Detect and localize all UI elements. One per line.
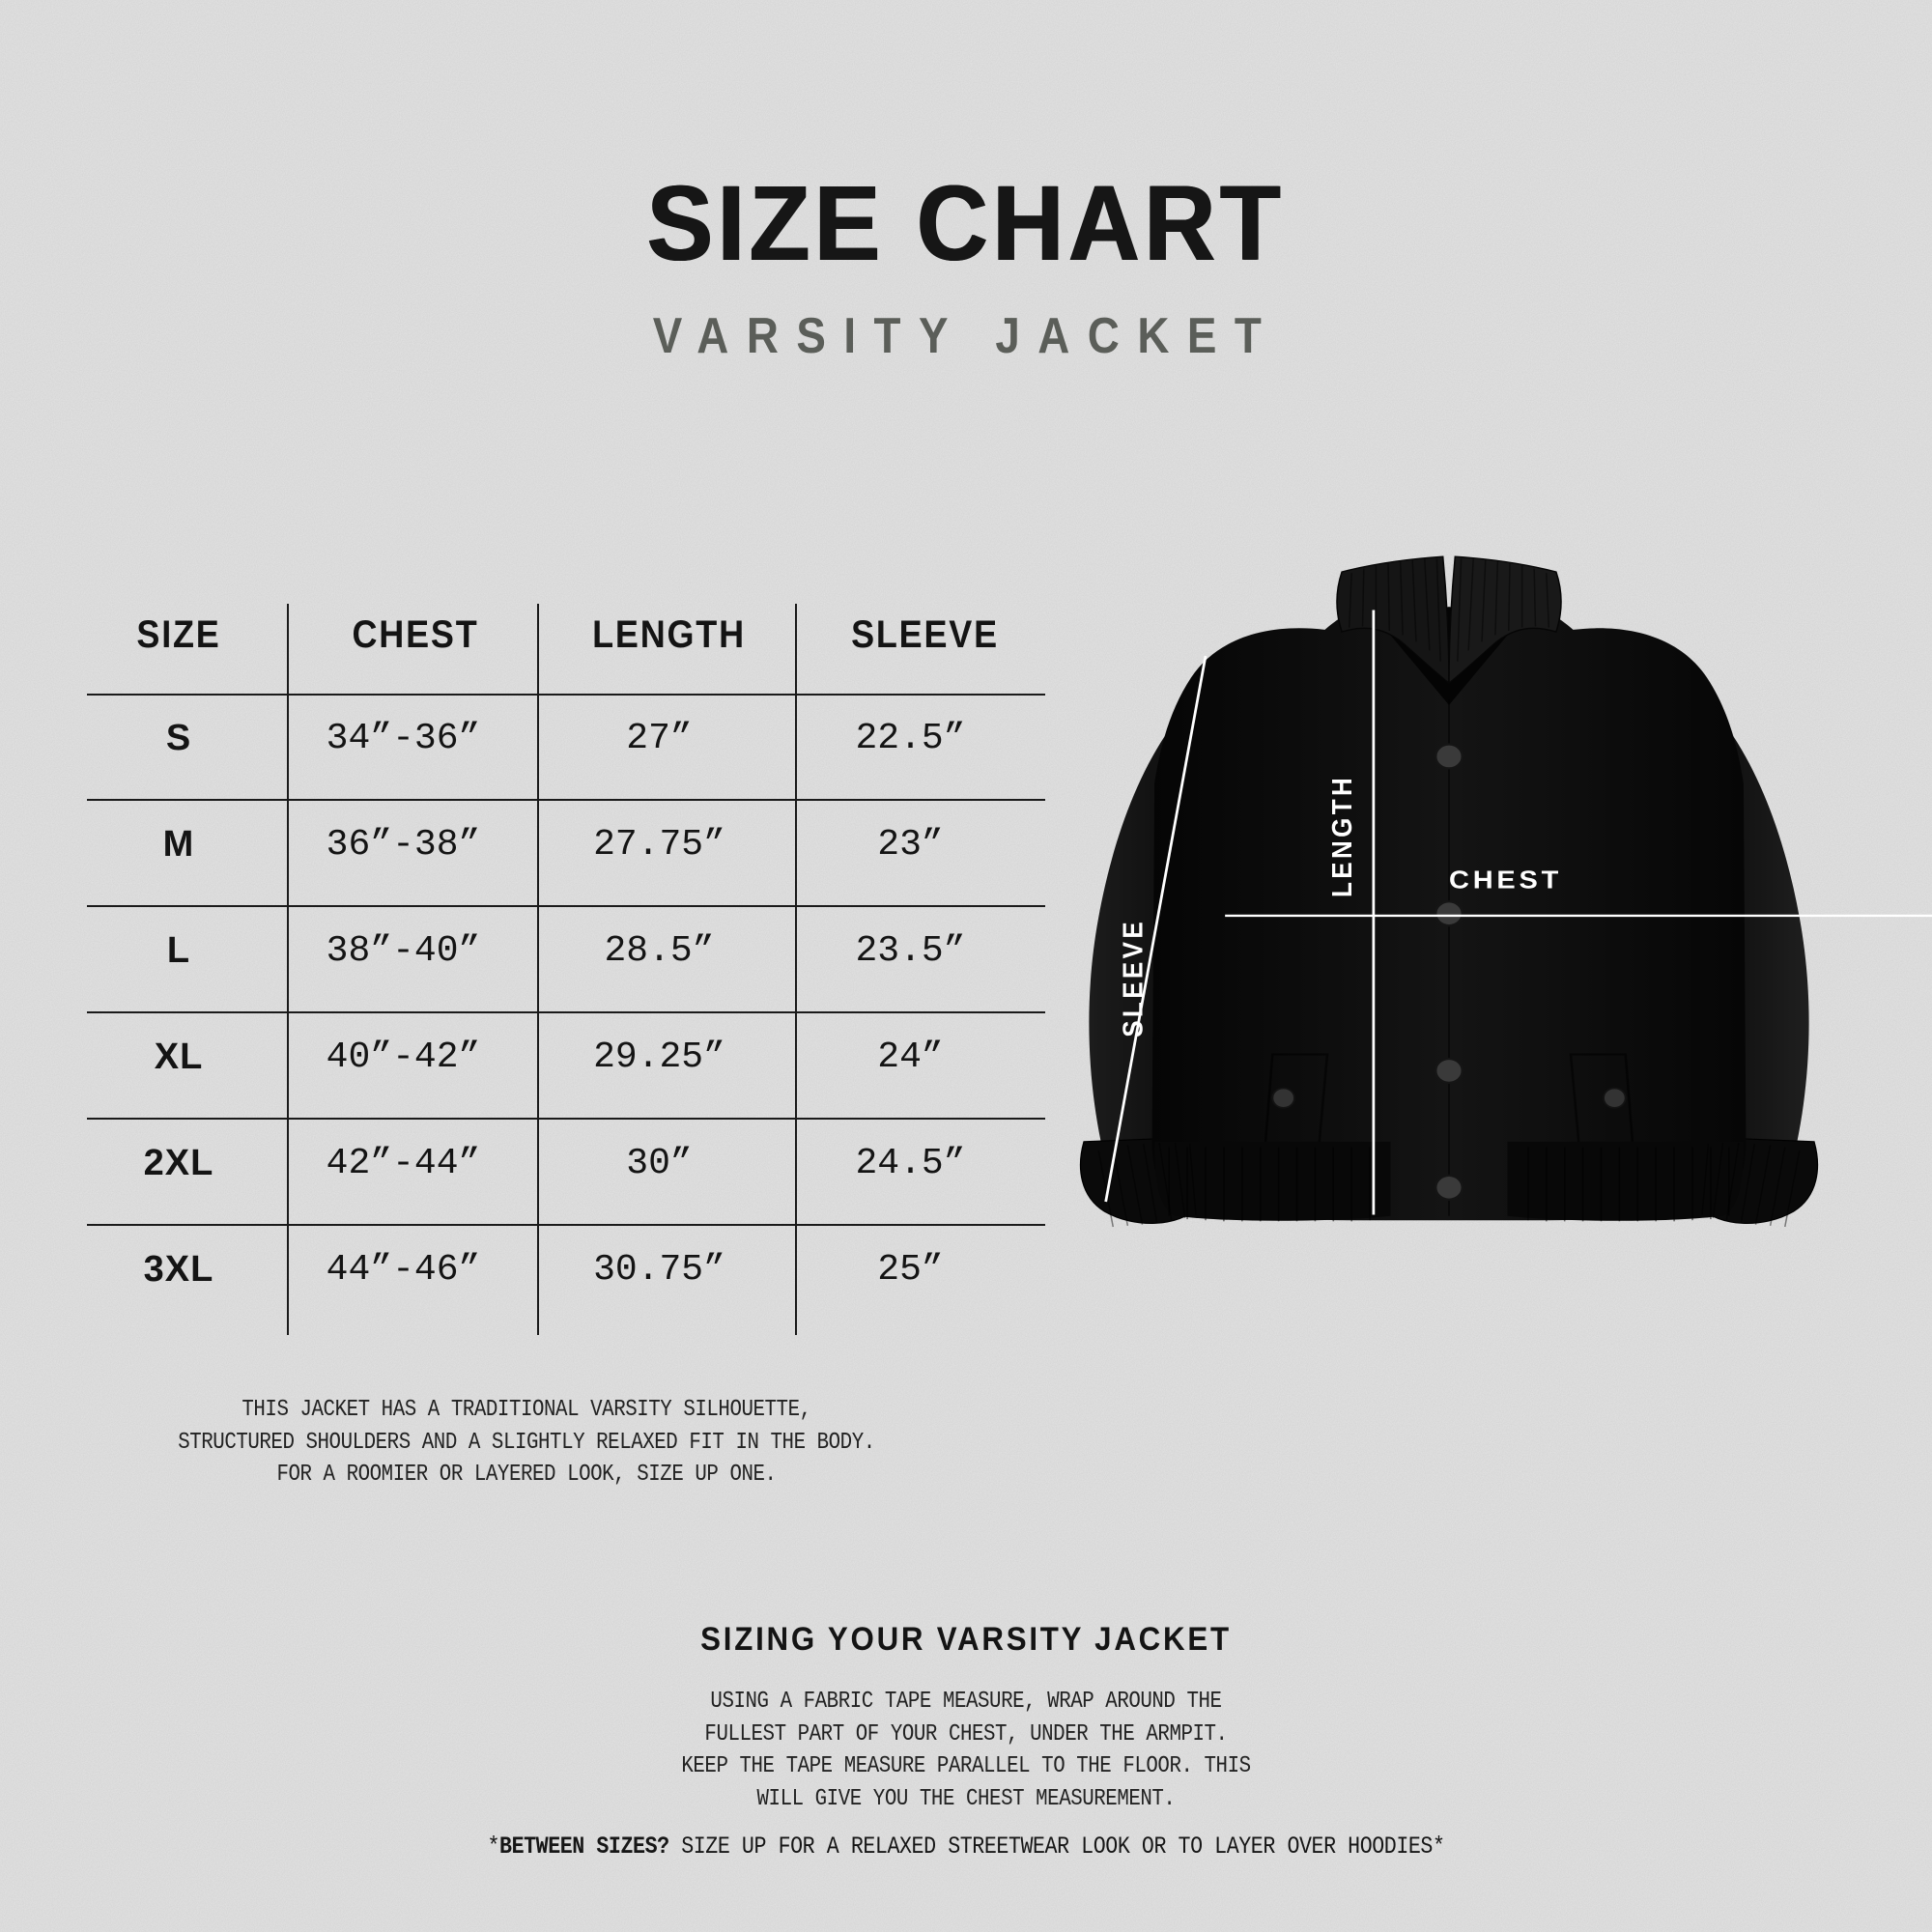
svg-text:SLEEVE: SLEEVE bbox=[1117, 919, 1149, 1037]
svg-text:CHEST: CHEST bbox=[1449, 866, 1562, 894]
svg-text:LENGTH: LENGTH bbox=[1326, 775, 1358, 897]
